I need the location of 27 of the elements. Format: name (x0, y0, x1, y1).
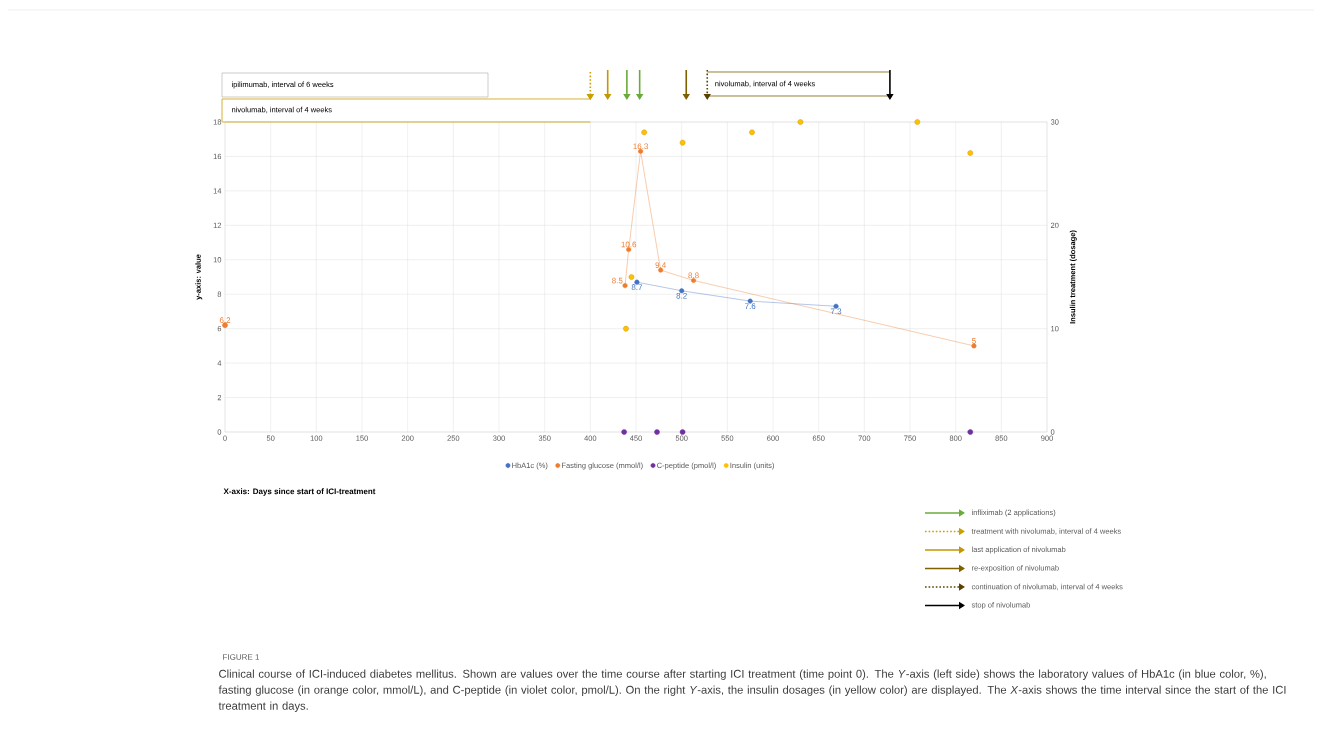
data-label: 8.8 (688, 272, 699, 279)
caption: FIGURE 1 (223, 654, 260, 660)
data-label: 7.3 (830, 308, 842, 315)
point (749, 129, 755, 136)
text: Clinical course of ICI-induced diabetes mellitus. Shown are values over the time course after starting ICI treatment (time point 0). The Y-axis (left side) shows the laboratory values of HbA1c (in blue color, %), fasting glucose (in orange color, mmol/L), and C-peptide (in violet color, pmol/L). On the right Y-axis, the insulin dosages (in yellow color) are displayed. The X-axis shows the time interval since the start of the ICI treatment in days. (218, 669, 1286, 712)
point (621, 429, 627, 435)
data-label: 7.6 (745, 303, 756, 309)
point (679, 429, 686, 435)
point (628, 274, 635, 280)
point (623, 325, 629, 332)
point (914, 119, 921, 125)
data-label: 16.3 (633, 143, 648, 150)
point (967, 150, 974, 156)
point (967, 429, 974, 435)
data-label: 9.4 (655, 262, 666, 268)
point (622, 283, 628, 289)
point (679, 139, 686, 146)
point (654, 429, 660, 435)
data-label: 8.2 (676, 292, 687, 299)
data-label: 6.2 (219, 317, 231, 324)
point (797, 119, 804, 125)
data-label: 5 (972, 338, 976, 344)
data-label: 8.7 (631, 284, 643, 291)
data-label: 8.5 (612, 277, 623, 284)
point (641, 129, 648, 136)
text: X-axis: Days since start of ICI-treatment (223, 488, 376, 496)
data-label: 10.6 (621, 241, 637, 248)
